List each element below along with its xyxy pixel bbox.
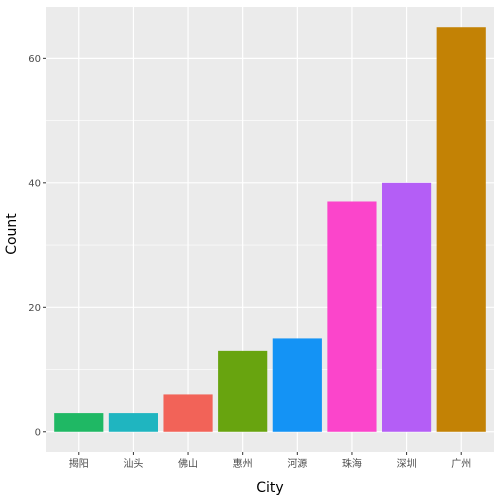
x-axis-ticks: 揭阳 汕头 佛山 惠州 河源 珠海 深圳 广州 bbox=[69, 452, 471, 470]
bar bbox=[54, 413, 104, 432]
y-axis-title: Count bbox=[4, 213, 20, 255]
x-tick-label: 珠海 bbox=[342, 457, 362, 470]
bar bbox=[382, 182, 432, 432]
y-tick-label: 40 bbox=[28, 178, 41, 189]
bar bbox=[108, 413, 158, 432]
y-axis-ticks: 0 20 40 60 bbox=[28, 54, 46, 438]
x-tick-label: 河源 bbox=[287, 457, 307, 470]
x-tick-label: 汕头 bbox=[123, 458, 143, 470]
bar bbox=[327, 201, 377, 432]
bar bbox=[436, 27, 486, 432]
x-tick-label: 惠州 bbox=[233, 457, 253, 470]
bar bbox=[272, 338, 322, 432]
x-tick-label: 佛山 bbox=[178, 457, 198, 470]
x-tick-label: 深圳 bbox=[397, 458, 417, 470]
bar bbox=[163, 394, 213, 432]
y-tick-label: 20 bbox=[28, 303, 41, 314]
x-axis-title: City bbox=[256, 480, 283, 496]
x-tick-label: 广州 bbox=[451, 458, 471, 470]
bars bbox=[54, 27, 486, 432]
x-tick-label: 揭阳 bbox=[69, 457, 89, 470]
y-tick-label: 60 bbox=[28, 54, 41, 65]
bar bbox=[218, 350, 268, 432]
y-tick-label: 0 bbox=[35, 427, 41, 438]
